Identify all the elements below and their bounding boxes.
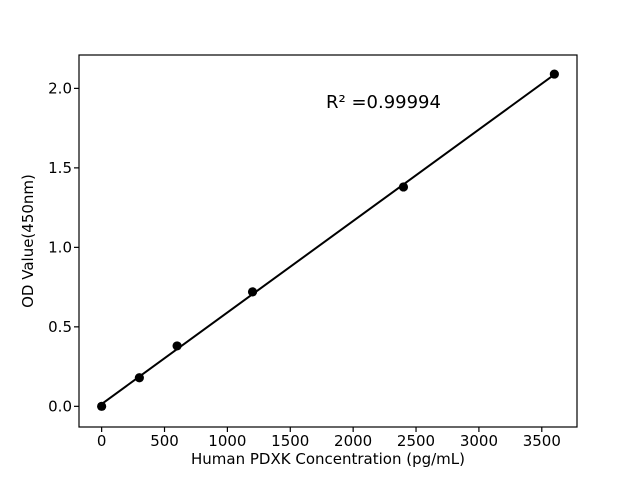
x-tick-label: 0	[97, 432, 107, 450]
data-point	[398, 182, 409, 192]
plot-border	[78, 54, 578, 428]
x-tick-label: 3500	[523, 432, 561, 450]
x-axis: 0 500 1000 1500 2000 2500 3000 3500	[97, 427, 561, 450]
y-axis-title: OD Value(450nm)	[19, 174, 37, 308]
x-tick-label: 2500	[397, 432, 435, 450]
data-point	[172, 341, 182, 351]
x-tick-label: 1000	[208, 432, 246, 450]
r-squared-annotation: R² =0.99994	[326, 92, 441, 113]
x-tick-label: 1500	[271, 432, 309, 450]
x-axis-title: Human PDXK Concentration (pg/mL)	[191, 450, 465, 468]
y-tick-label: 0.0	[48, 397, 72, 415]
y-tick-label: 2.0	[48, 79, 72, 97]
x-tick-label: 2000	[334, 432, 372, 450]
data-point	[134, 373, 144, 383]
data-point	[549, 69, 559, 79]
data-point	[97, 401, 107, 411]
data-point	[247, 287, 258, 297]
y-tick-label: 1.5	[48, 159, 72, 177]
y-tick-label: 1.0	[48, 238, 72, 256]
x-tick-label: 500	[150, 432, 179, 450]
data-series	[97, 69, 559, 411]
y-axis: 0.0 0.5 1.0 1.5 2.0	[48, 79, 79, 415]
y-tick-label: 0.5	[48, 318, 72, 336]
x-tick-label: 3000	[460, 432, 498, 450]
